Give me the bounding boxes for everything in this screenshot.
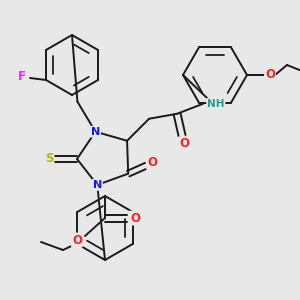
Text: O: O [265, 68, 275, 82]
Text: N: N [93, 180, 102, 190]
Text: F: F [18, 70, 26, 83]
Text: O: O [130, 212, 140, 224]
Text: NH: NH [207, 99, 225, 109]
Text: O: O [179, 137, 189, 150]
Text: S: S [45, 152, 53, 166]
Text: N: N [91, 127, 100, 137]
Text: O: O [147, 156, 157, 169]
Text: O: O [72, 233, 82, 247]
